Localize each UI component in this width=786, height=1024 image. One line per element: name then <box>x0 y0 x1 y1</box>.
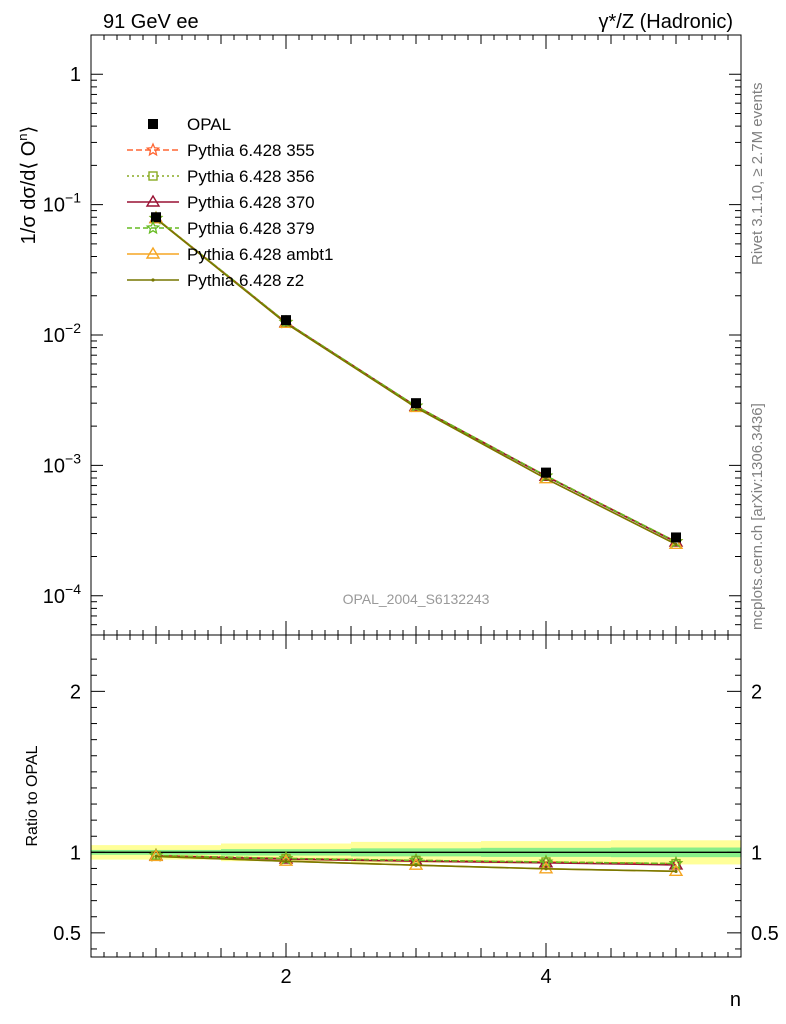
y-tick-label: 10−1 <box>43 190 81 217</box>
ratio-y-tick-label-left: 0.5 <box>53 923 81 945</box>
ratio-series-point <box>538 861 554 874</box>
ratio-y-tick-label-right: 2 <box>751 681 762 703</box>
y-tick-label: 10−3 <box>43 450 81 477</box>
header-left-label: 91 GeV ee <box>103 11 199 33</box>
ratio-y-tick-label-right: 1 <box>751 842 762 864</box>
ratio-series-point <box>414 863 418 867</box>
data-point <box>151 212 161 223</box>
legend-marker <box>151 278 155 282</box>
legend-label: Pythia 6.428 356 <box>187 167 315 186</box>
main-y-axis-label: 1/σ dσ/d⟨ On⟩ <box>15 126 40 245</box>
ratio-plot-frame <box>90 634 742 958</box>
series-point <box>544 477 548 481</box>
y-tick-label: 10−4 <box>43 581 81 608</box>
ratio-panel: 0.5 0.5 1 1 2 2 2 4 Ratio to OPAL n <box>24 634 779 1011</box>
legend-label: Pythia 6.428 ambt1 <box>187 245 333 264</box>
series-line <box>155 217 677 543</box>
legend-marker <box>145 194 161 207</box>
legend-label: Pythia 6.428 379 <box>187 219 315 238</box>
ratio-series-point <box>148 849 164 862</box>
series-line <box>155 218 677 546</box>
ratio-series-point <box>278 853 294 866</box>
ratio-series-point <box>154 854 158 858</box>
ratio-y-tick-label-left: 2 <box>70 681 81 703</box>
data-point <box>541 467 551 478</box>
data-point <box>281 315 291 326</box>
legend-label: Pythia 6.428 z2 <box>187 271 304 290</box>
header-right-label: γ*/Z (Hadronic) <box>599 11 733 33</box>
y-tick-label: 10−2 <box>43 320 81 347</box>
ratio-series-point <box>674 869 678 873</box>
series-line <box>155 217 677 543</box>
ratio-series-point <box>544 867 548 871</box>
y-tick-label: 1 <box>70 64 81 86</box>
legend: OPAL Pythia 6.428 355 Pythia 6.428 356 Pyth… <box>127 115 333 290</box>
ratio-y-tick-label-left: 1 <box>70 842 81 864</box>
x-tick-label: 4 <box>540 966 551 988</box>
legend-label: Pythia 6.428 355 <box>187 141 315 160</box>
x-tick-label: 2 <box>280 966 291 988</box>
legend-label-data: OPAL <box>187 115 231 134</box>
mcplots-reference-label: mcplots.cern.ch [arXiv:1306.3436] <box>749 403 766 630</box>
rivet-version-label: Rivet 3.1.10, ≥ 2.7M events <box>749 83 766 266</box>
series-line <box>155 217 677 543</box>
series-line <box>155 218 677 546</box>
series-point <box>674 542 678 546</box>
analysis-watermark: OPAL_2004_S6132243 <box>343 591 490 607</box>
legend-label: Pythia 6.428 370 <box>187 193 315 212</box>
main-panel: 1 10−1 10−2 10−3 10−4 1/σ dσ/d⟨ On⟩ OPAL_2004_… <box>15 34 742 636</box>
legend-marker <box>145 246 161 259</box>
series-line <box>155 217 677 543</box>
ratio-series-point <box>538 854 554 869</box>
legend-marker <box>148 171 158 181</box>
x-axis-label: n <box>730 989 741 1011</box>
legend-marker <box>145 142 161 157</box>
ratio-series-point <box>284 859 288 863</box>
data-point <box>411 398 421 409</box>
ratio-y-axis-label: Ratio to OPAL <box>24 745 41 846</box>
ratio-series-point <box>668 863 684 877</box>
ratio-series-point <box>148 847 164 862</box>
data-point <box>671 532 681 543</box>
ratio-series-point <box>408 857 424 870</box>
legend-marker <box>145 220 161 235</box>
ratio-series-point <box>408 852 424 867</box>
ratio-y-tick-label-right: 0.5 <box>751 923 779 945</box>
legend-marker-data <box>148 119 158 129</box>
